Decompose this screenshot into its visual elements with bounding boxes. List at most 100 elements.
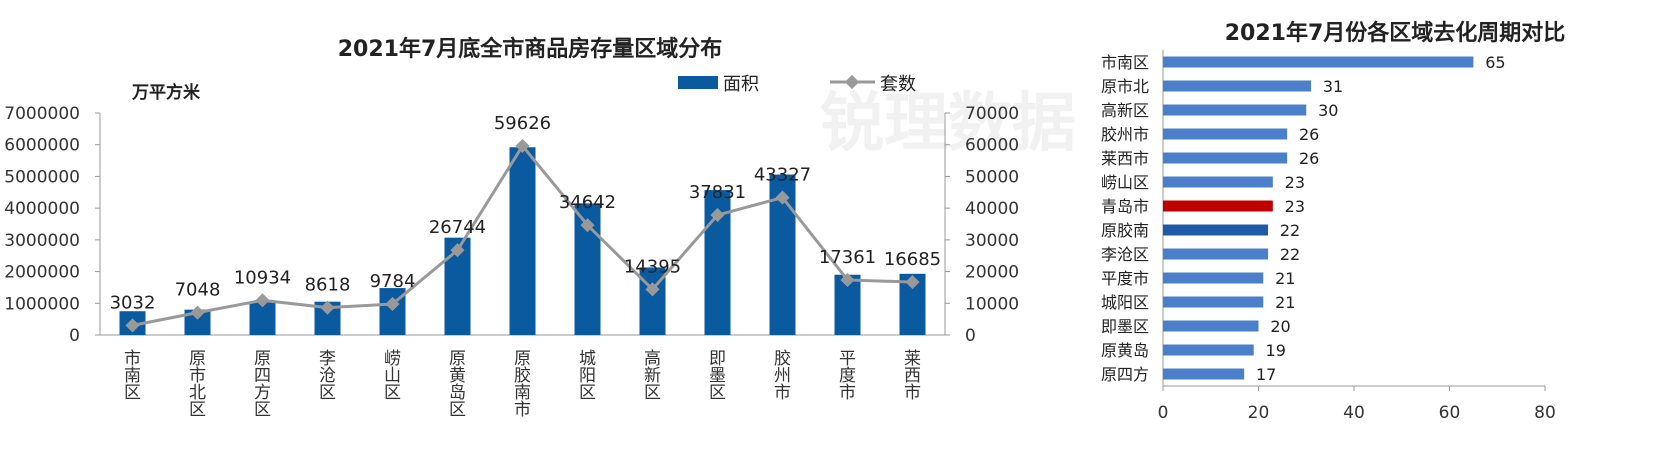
category-label-char: 沧 [319,366,336,386]
legend-bar-label: 面积 [723,74,759,95]
hbar-13 [1163,368,1245,380]
y2-tick-label: 30000 [965,231,1019,251]
line-point-9 [710,207,725,223]
category-label-char: 原 [189,349,206,369]
category-label-char: 阳 [579,366,596,386]
y-tick-label: 1000000 [4,294,80,314]
hbar-4 [1163,152,1288,164]
right-x-tick-label: 80 [1534,403,1556,423]
right-category-label-6: 青岛市 [1101,197,1149,216]
category-label-char: 北 [189,383,206,403]
hbar-11 [1163,320,1259,332]
hbar-1 [1163,80,1312,92]
data-label-0: 3032 [110,292,156,313]
right-category-label-1: 原市北 [1101,77,1149,96]
right-category-label-11: 即墨区 [1101,317,1149,336]
hbar-value-7: 22 [1280,221,1300,240]
category-label-char: 区 [189,400,206,420]
category-label-char: 莱 [904,349,921,369]
hbar-value-12: 19 [1266,341,1286,360]
right-x-tick-label: 40 [1343,403,1365,423]
watermark: 锐理数据 [820,87,1076,161]
right-category-label-0: 市南区 [1101,53,1149,72]
legend-line-marker [844,74,860,90]
category-label-char: 崂 [384,349,401,369]
right-category-label-2: 高新区 [1101,101,1149,120]
y-tick-label: 7000000 [4,104,80,124]
y-tick-label: 5000000 [4,167,80,187]
hbar-12 [1163,344,1254,356]
line-point-3 [320,300,335,315]
hbar-value-5: 23 [1285,173,1305,192]
right-x-tick-label: 20 [1248,403,1270,423]
legend-bar-swatch [678,76,718,89]
line-point-1 [190,305,205,320]
category-label-char: 南 [124,366,141,386]
hbar-value-13: 17 [1256,365,1276,384]
right-category-label-7: 原胶南 [1101,221,1149,240]
y-tick-label: 2000000 [4,263,80,283]
right-chart-title: 2021年7月份各区域去化周期对比 [1225,20,1566,46]
left-axes: 0 1000000 2000000 3000000 4000000 5000000 6000… [4,104,1019,346]
data-label-10: 43327 [754,165,811,186]
category-label-char: 西 [904,366,921,386]
hbar-7 [1163,224,1269,236]
right-x-tick-label: 60 [1439,403,1461,423]
y2-tick-label: 20000 [965,263,1019,283]
hbar-8 [1163,248,1269,260]
right-category-label-12: 原黄岛 [1101,341,1149,360]
category-label-char: 区 [254,400,271,420]
right-bars: 65 31 30 26 26 23 23 22 22 21 21 20 19 17 [1163,53,1506,384]
hbar-0 [1163,56,1474,68]
data-label-3: 8618 [305,275,351,296]
category-label-char: 黄 [449,366,466,386]
line-point-10 [775,190,790,205]
y-tick-label: 4000000 [4,199,80,219]
hbar-6 [1163,200,1273,212]
category-label-char: 四 [254,366,271,386]
y2-tick-label: 10000 [965,294,1019,314]
category-label-char: 即 [709,349,726,369]
y2-tick-label: 0 [965,326,976,346]
category-label-char: 城 [579,349,596,369]
bar-area-6 [509,147,536,335]
data-label-2: 10934 [234,267,291,288]
y2-tick-label: 70000 [965,104,1019,124]
data-label-7: 34642 [559,192,616,213]
category-label-char: 区 [449,400,466,420]
hbar-value-4: 26 [1299,149,1319,168]
category-label-char: 市 [839,383,856,403]
hbar-value-8: 22 [1280,245,1300,264]
category-label-char: 岛 [449,383,466,403]
hbar-value-10: 21 [1275,293,1295,312]
data-label-8: 14395 [624,256,681,277]
hbar-value-2: 30 [1318,101,1338,120]
category-label-char: 区 [709,383,726,403]
category-label-char: 度 [839,366,856,386]
line-point-11 [840,272,855,288]
data-label-4: 9784 [370,271,416,292]
data-label-11: 17361 [819,247,876,268]
hbar-10 [1163,296,1264,308]
left-data-labels: 3032 7048 10934 8618 9784 26744 59626 34642 1439… [110,113,942,313]
category-label-char: 原 [514,349,531,369]
right-category-label-8: 李沧区 [1101,245,1149,264]
left-y-unit-label: 万平方米 [131,82,201,103]
hbar-3 [1163,128,1288,140]
hbar-5 [1163,176,1273,188]
line-point-4 [385,296,400,312]
y-tick-label: 0 [69,326,80,346]
y2-tick-label: 60000 [965,136,1019,156]
y2-tick-label: 50000 [965,167,1019,187]
category-label-char: 方 [254,383,271,403]
category-label-char: 南 [514,383,531,403]
y2-tick-label: 40000 [965,199,1019,219]
data-label-9: 37831 [689,182,746,203]
legend-line-label: 套数 [880,74,916,95]
line-point-5 [450,243,465,258]
legend: 面积 套数 [678,74,916,95]
category-label-char: 市 [514,400,531,420]
hbar-9 [1163,272,1264,284]
category-label-char: 平 [839,349,856,369]
hbar-value-11: 20 [1270,317,1290,336]
